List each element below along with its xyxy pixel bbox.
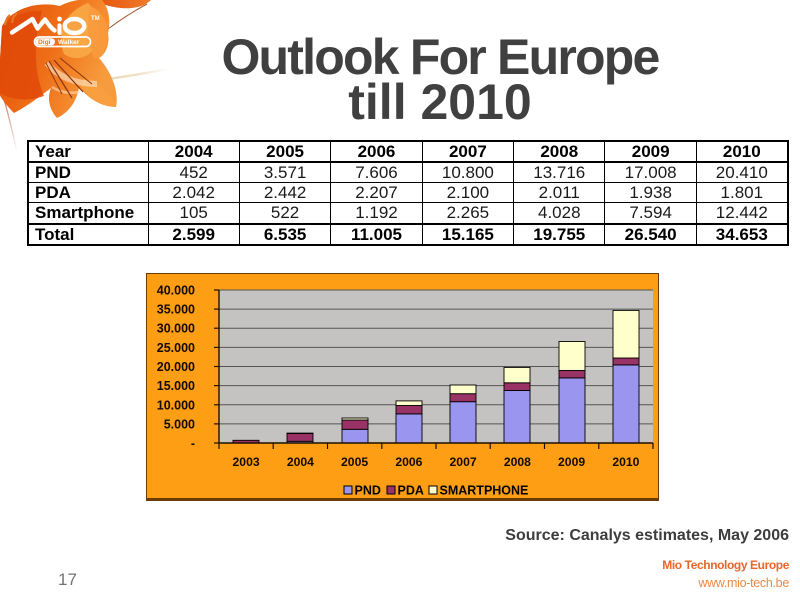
- svg-text:35.000: 35.000: [157, 303, 195, 317]
- svg-text:10.000: 10.000: [157, 398, 195, 412]
- svg-text:TM: TM: [91, 16, 100, 22]
- svg-text:-: -: [191, 437, 195, 451]
- svg-text:25.000: 25.000: [157, 341, 195, 355]
- svg-text:30.000: 30.000: [157, 322, 195, 336]
- svg-text:2009: 2009: [558, 455, 585, 469]
- svg-text:40.000: 40.000: [157, 284, 195, 298]
- svg-text:2004: 2004: [287, 455, 314, 469]
- svg-text:2007: 2007: [450, 455, 477, 469]
- svg-text:SMARTPHONE: SMARTPHONE: [440, 484, 529, 498]
- svg-text:Digi: Digi: [38, 39, 51, 46]
- svg-text:20.000: 20.000: [157, 360, 195, 374]
- svg-text:2008: 2008: [504, 455, 531, 469]
- svg-text:2006: 2006: [395, 455, 422, 469]
- svg-text:2005: 2005: [341, 455, 368, 469]
- svg-text:PDA: PDA: [398, 484, 424, 498]
- svg-text:2003: 2003: [233, 455, 260, 469]
- svg-text:5.000: 5.000: [164, 417, 195, 431]
- svg-text:2010: 2010: [612, 455, 639, 469]
- svg-text:15.000: 15.000: [157, 379, 195, 393]
- svg-text:PND: PND: [355, 484, 381, 498]
- svg-text:Walker: Walker: [58, 39, 80, 46]
